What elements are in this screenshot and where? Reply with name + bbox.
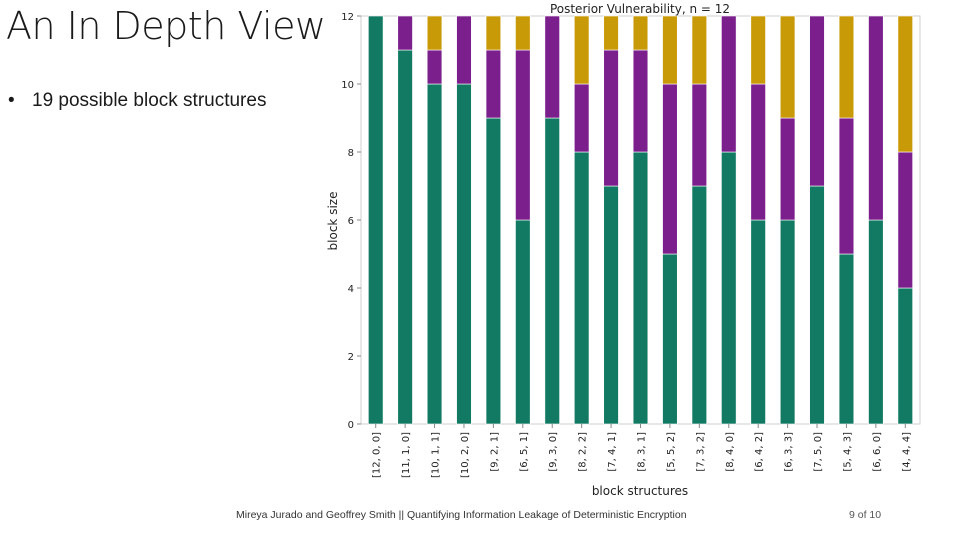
page-number: 9 of 10 <box>849 509 882 521</box>
bar-segment-1 <box>426 83 443 425</box>
bar-segment-1 <box>603 185 619 425</box>
bar-segment-2 <box>868 15 884 221</box>
bar-segment-2 <box>485 49 502 119</box>
bar-segment-3 <box>662 15 678 85</box>
x-tick-label: [6, 3, 3] <box>784 432 795 472</box>
x-tick-label: [9, 2, 1] <box>489 432 500 472</box>
bar-segment-2 <box>544 15 560 119</box>
bar-segment-1 <box>809 185 825 425</box>
bar-segment-2 <box>809 15 825 187</box>
bar-segment-1 <box>544 117 560 425</box>
bar-segment-3 <box>574 15 590 85</box>
x-tick-label: [4, 4, 4] <box>901 432 912 472</box>
bar-segment-2 <box>456 15 472 85</box>
y-tick-label: 10 <box>341 80 354 91</box>
x-tick-label: [5, 5, 2] <box>666 432 677 472</box>
bar-segment-1 <box>456 83 472 425</box>
bullet-item: • 19 possible block structures <box>8 90 266 112</box>
bar-segment-1 <box>397 49 413 425</box>
bar-segment-2 <box>603 49 619 187</box>
bar-segment-1 <box>574 151 590 425</box>
x-tick-label: [6, 5, 1] <box>519 432 530 472</box>
bar-segment-3 <box>897 15 913 153</box>
bar-segment-1 <box>632 151 649 425</box>
bar-segment-3 <box>515 15 531 51</box>
bar-segment-1 <box>838 253 855 425</box>
x-tick-label: [10, 2, 0] <box>460 432 471 478</box>
y-tick-label: 6 <box>348 216 354 227</box>
bar-segment-3 <box>426 15 443 51</box>
bar-segment-3 <box>485 15 502 51</box>
bar-segment-3 <box>691 15 707 85</box>
bar-segment-2 <box>662 83 678 255</box>
bar-segment-2 <box>721 15 737 153</box>
bar-segment-1 <box>868 219 884 425</box>
bar-segment-2 <box>750 83 766 221</box>
x-tick-label: [8, 3, 1] <box>637 432 648 472</box>
bullet-marker: • <box>8 90 15 111</box>
footer-citation: Mireya Jurado and Geoffrey Smith || Quan… <box>236 509 687 521</box>
bar-segment-3 <box>838 15 855 119</box>
y-tick-label: 4 <box>348 284 354 295</box>
y-tick-label: 0 <box>348 420 354 431</box>
bar-segment-1 <box>779 219 796 425</box>
bar-segment-3 <box>779 15 796 119</box>
bar-segment-3 <box>632 15 649 51</box>
x-tick-label: [9, 3, 0] <box>548 432 559 472</box>
slide-title: An In Depth View <box>6 4 326 48</box>
bar-segment-2 <box>691 83 707 187</box>
bar-segment-2 <box>838 117 855 255</box>
bar-segment-2 <box>632 49 649 153</box>
x-tick-label: [7, 3, 2] <box>695 432 706 472</box>
bullet-text: 19 possible block structures <box>32 90 267 111</box>
bar-segment-2 <box>426 49 443 85</box>
x-tick-label: [8, 4, 0] <box>725 432 736 472</box>
chart-title: Posterior Vulnerability, n = 12 <box>550 2 730 16</box>
x-axis-label: block structures <box>592 484 688 498</box>
bar-segment-2 <box>779 117 796 221</box>
x-tick-label: [7, 4, 1] <box>607 432 618 472</box>
bar-segment-1 <box>368 15 384 425</box>
bar-segment-1 <box>662 253 678 425</box>
bar-segment-1 <box>485 117 502 425</box>
bar-segment-2 <box>397 15 413 51</box>
y-tick-label: 2 <box>348 352 354 363</box>
bar-segment-1 <box>721 151 737 425</box>
bar-segment-2 <box>515 49 531 221</box>
x-tick-label: [6, 6, 0] <box>872 432 883 472</box>
x-tick-label: [12, 0, 0] <box>372 432 383 478</box>
bar-segment-2 <box>897 151 913 289</box>
x-tick-label: [6, 4, 2] <box>754 432 765 472</box>
x-tick-label: [11, 1, 0] <box>401 432 412 478</box>
y-axis-label: block size <box>326 192 340 251</box>
bar-segment-1 <box>515 219 531 425</box>
bar-segment-3 <box>750 15 766 85</box>
bar-segment-3 <box>603 15 619 51</box>
bar-segment-2 <box>574 83 590 153</box>
bar-segment-1 <box>750 219 766 425</box>
x-tick-label: [7, 5, 0] <box>813 432 824 472</box>
x-tick-label: [5, 4, 3] <box>842 432 853 472</box>
x-tick-label: [10, 1, 1] <box>431 432 442 478</box>
bar-segment-1 <box>897 287 913 425</box>
x-tick-label: [8, 2, 2] <box>578 432 589 472</box>
y-tick-label: 8 <box>348 148 354 159</box>
y-tick-label: 12 <box>341 12 354 23</box>
bar-segment-1 <box>691 185 707 425</box>
